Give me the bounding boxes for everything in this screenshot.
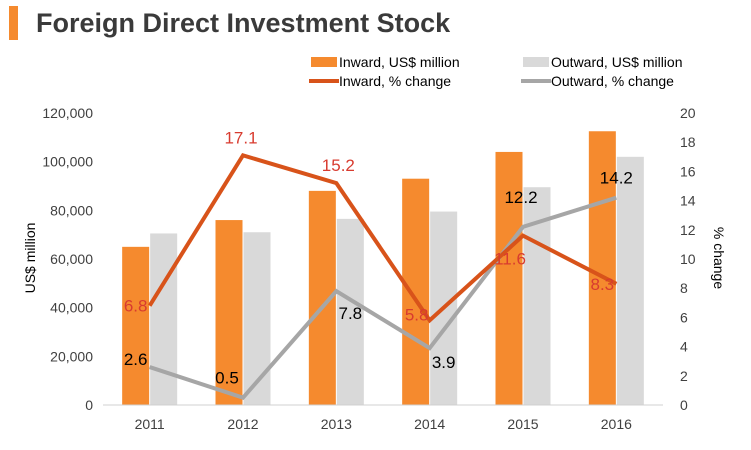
y2-tick-label: 10: [680, 251, 696, 267]
outward-change-label: 14.2: [600, 169, 633, 188]
y2-tick-label: 2: [680, 368, 688, 384]
outward-change-label: 12.2: [504, 188, 537, 207]
y-tick-label: 40,000: [50, 300, 93, 316]
inward-change-label: 5.8: [405, 305, 429, 324]
inward-bar: [495, 151, 523, 405]
x-tick-label: 2014: [414, 416, 445, 432]
y2-tick-label: 0: [680, 397, 688, 413]
legend: Inward, US$ million Outward, US$ million I…: [309, 54, 683, 89]
data-labels-layer: 6.8 17.1 15.2 5.8 11.6 8.3 2.6 0.5 7.8 3.9 12.2 14.…: [124, 128, 633, 387]
y-tick-label: 100,000: [42, 154, 93, 170]
y2-tick-label: 4: [680, 339, 688, 355]
inward-bar: [122, 246, 150, 405]
inward-change-line: [147, 152, 618, 324]
outward-bar: [150, 233, 178, 405]
y-axis-label: US$ million: [22, 223, 38, 294]
inward-change-label: 8.3: [591, 275, 615, 294]
y-tick-label: 20,000: [50, 348, 93, 364]
outward-change-label: 2.6: [124, 350, 148, 369]
legend-swatch-bar: [311, 57, 337, 67]
right-axis: 0 2 4 6 8 10 12 14 16 18 20: [680, 105, 696, 413]
legend-swatch-bar: [523, 57, 549, 67]
left-axis: 0 20,000 40,000 60,000 80,000 100,000 120,000: [42, 105, 93, 413]
y2-tick-label: 6: [680, 309, 688, 325]
x-tick-label: 2011: [135, 416, 165, 432]
outward-bar: [616, 156, 644, 405]
outward-change-label: 3.9: [432, 353, 456, 372]
legend-label: Outward, US$ million: [551, 54, 683, 70]
inward-bar: [215, 220, 243, 405]
y2-tick-label: 18: [680, 134, 696, 150]
title-accent-bar: [9, 6, 18, 40]
x-axis: 2011 2012 2013 2014 2015 2016: [135, 416, 633, 432]
outward-bar: [336, 218, 364, 405]
legend-label: Inward, US$ million: [339, 54, 460, 70]
bars-layer: [122, 131, 644, 405]
y-tick-label: 120,000: [42, 105, 93, 121]
inward-bar: [402, 178, 430, 405]
x-tick-label: 2012: [227, 416, 258, 432]
outward-change-label: 0.5: [215, 369, 239, 388]
legend-label: Inward, % change: [339, 73, 451, 89]
inward-change-label: 15.2: [322, 156, 355, 175]
y2-tick-label: 14: [680, 193, 696, 209]
outward-change-label: 7.8: [339, 304, 363, 323]
x-tick-label: 2013: [321, 416, 352, 432]
y2-tick-label: 8: [680, 280, 688, 296]
y2-tick-label: 20: [680, 105, 696, 121]
chart-title: Foreign Direct Investment Stock: [36, 8, 451, 38]
y2-tick-label: 16: [680, 163, 696, 179]
y-tick-label: 80,000: [50, 202, 93, 218]
x-tick-label: 2015: [507, 416, 538, 432]
outward-bar: [243, 232, 271, 405]
x-tick-label: 2016: [601, 416, 632, 432]
y-tick-label: 0: [85, 397, 93, 413]
y-tick-label: 60,000: [50, 251, 93, 267]
inward-change-label: 17.1: [224, 128, 257, 147]
outward-change-line: [149, 195, 617, 401]
lines-layer: [147, 152, 618, 401]
inward-change-label: 11.6: [494, 250, 526, 269]
legend-label: Outward, % change: [551, 73, 674, 89]
y2-tick-label: 12: [680, 222, 696, 238]
inward-change-label: 6.8: [124, 297, 148, 316]
inward-bar: [588, 131, 616, 405]
y2-axis-label: % change: [711, 227, 727, 289]
